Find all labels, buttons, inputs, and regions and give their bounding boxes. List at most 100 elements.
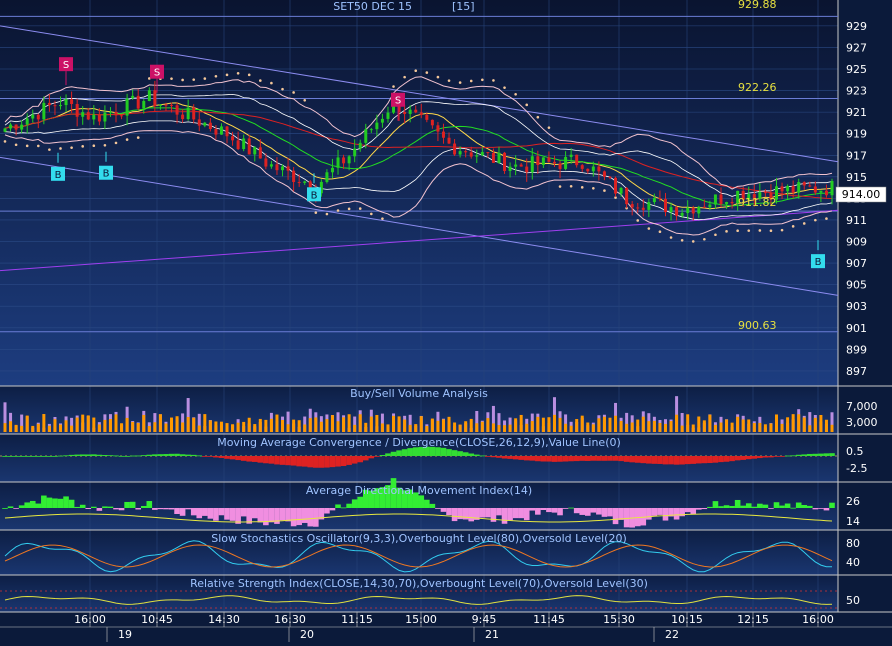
candle-body	[203, 122, 207, 126]
adx-di-bar	[185, 508, 191, 510]
macd-histogram-bar	[623, 456, 630, 462]
volume-buy-bar	[425, 425, 429, 432]
sar-dot	[647, 227, 651, 230]
adx-di-bar	[818, 508, 824, 509]
macd-histogram-bar	[118, 455, 125, 457]
adx-di-bar	[551, 508, 558, 513]
volume-buy-bar	[508, 424, 512, 432]
sar-dot	[569, 184, 573, 188]
sar-dot	[814, 218, 817, 222]
macd-histogram-bar	[390, 451, 397, 456]
sar-dot	[236, 72, 240, 75]
adx-di-bar	[429, 503, 436, 508]
macd-histogram-bar	[113, 455, 119, 457]
macd-histogram-bar	[523, 456, 530, 461]
candle-body	[303, 181, 307, 183]
macd-histogram-bar	[301, 456, 308, 467]
adx-panel-title: Average Directional Movement Index(14)	[306, 484, 532, 497]
volume-buy-bar	[114, 414, 118, 432]
volume-buy-bar	[64, 420, 68, 432]
macd-histogram-bar	[806, 453, 813, 456]
candle-body	[425, 114, 429, 120]
macd-histogram-bar	[401, 449, 408, 456]
macd-histogram-bar	[224, 456, 230, 459]
time-label: 10:45	[141, 613, 173, 626]
candle-body	[552, 161, 556, 164]
sar-dot	[603, 189, 606, 192]
volume-buy-bar	[403, 419, 407, 432]
adx-di-bar	[190, 508, 197, 516]
adx-di-bar	[718, 506, 724, 508]
macd-histogram-bar	[429, 446, 436, 456]
adx-di-bar	[757, 503, 763, 508]
adx-di-bar	[179, 508, 186, 516]
candle-body	[219, 126, 223, 135]
buy-signal-marker	[99, 165, 113, 180]
volume-buy-bar	[658, 422, 662, 432]
candle-body	[286, 166, 290, 171]
macd-histogram-bar	[773, 456, 780, 457]
volume-buy-bar	[808, 425, 812, 432]
macd-histogram-bar	[107, 455, 114, 457]
volume-buy-bar	[730, 422, 734, 432]
candle-body	[497, 152, 501, 163]
adx-di-bar	[740, 505, 746, 508]
candle-body	[741, 190, 745, 200]
candle-body	[458, 151, 462, 155]
sar-dot	[247, 73, 251, 77]
candle-body	[181, 114, 185, 120]
volume-buy-bar	[619, 420, 623, 432]
volume-buy-bar	[408, 424, 412, 432]
sar-dot	[59, 147, 62, 150]
volume-buy-bar	[447, 416, 451, 432]
volume-buy-bar	[625, 423, 629, 432]
macd-histogram-bar	[218, 456, 225, 458]
sar-dot	[481, 78, 484, 82]
sar-dot	[758, 229, 762, 232]
adx-di-bar	[490, 508, 497, 522]
adx-di-bar	[812, 508, 819, 510]
volume-buy-bar	[414, 424, 418, 432]
volume-buy-bar	[286, 424, 290, 432]
sar-dot	[547, 126, 551, 129]
signal-label: S	[63, 60, 69, 71]
adx-di-bar	[485, 508, 491, 518]
volume-buy-bar	[258, 418, 262, 432]
candle-body	[386, 112, 390, 119]
sar-dot	[281, 87, 284, 91]
adx-di-bar	[340, 507, 347, 509]
volume-buy-bar	[497, 425, 501, 432]
level-label-low: 900.63	[738, 319, 777, 332]
adx-di-bar	[535, 508, 541, 515]
adx-di-bar	[79, 504, 86, 508]
signal-label: S	[395, 96, 401, 107]
macd-histogram-bar	[451, 450, 458, 456]
adx-di-bar	[274, 508, 280, 524]
adx-di-bar	[451, 508, 458, 522]
candle-body	[86, 112, 90, 120]
adx-di-bar	[618, 508, 624, 520]
macd-histogram-bar	[507, 456, 513, 459]
sar-dot	[714, 233, 717, 237]
adx-di-bar	[301, 508, 308, 523]
candle-body	[147, 90, 151, 102]
volume-buy-bar	[580, 415, 584, 432]
volume-sell-bar	[3, 402, 7, 432]
volume-buy-bar	[575, 419, 579, 432]
volume-buy-bar	[591, 424, 595, 432]
candle-body	[824, 190, 828, 196]
rsi-line	[4, 595, 833, 605]
candle-body	[519, 164, 523, 167]
adx-di-bar	[612, 508, 619, 525]
price-tick-label: 899	[846, 343, 867, 356]
candle-body	[719, 194, 723, 205]
volume-buy-bar	[158, 414, 162, 432]
macd-histogram-bar	[85, 454, 92, 456]
macd-histogram-bar	[612, 456, 619, 461]
sar-dot	[192, 78, 196, 81]
macd-histogram-bar	[662, 456, 669, 465]
macd-histogram-bar	[468, 453, 475, 456]
adx-tick-14: 14	[846, 515, 860, 528]
macd-histogram-bar	[823, 453, 830, 456]
adx-di-bar	[651, 508, 658, 516]
